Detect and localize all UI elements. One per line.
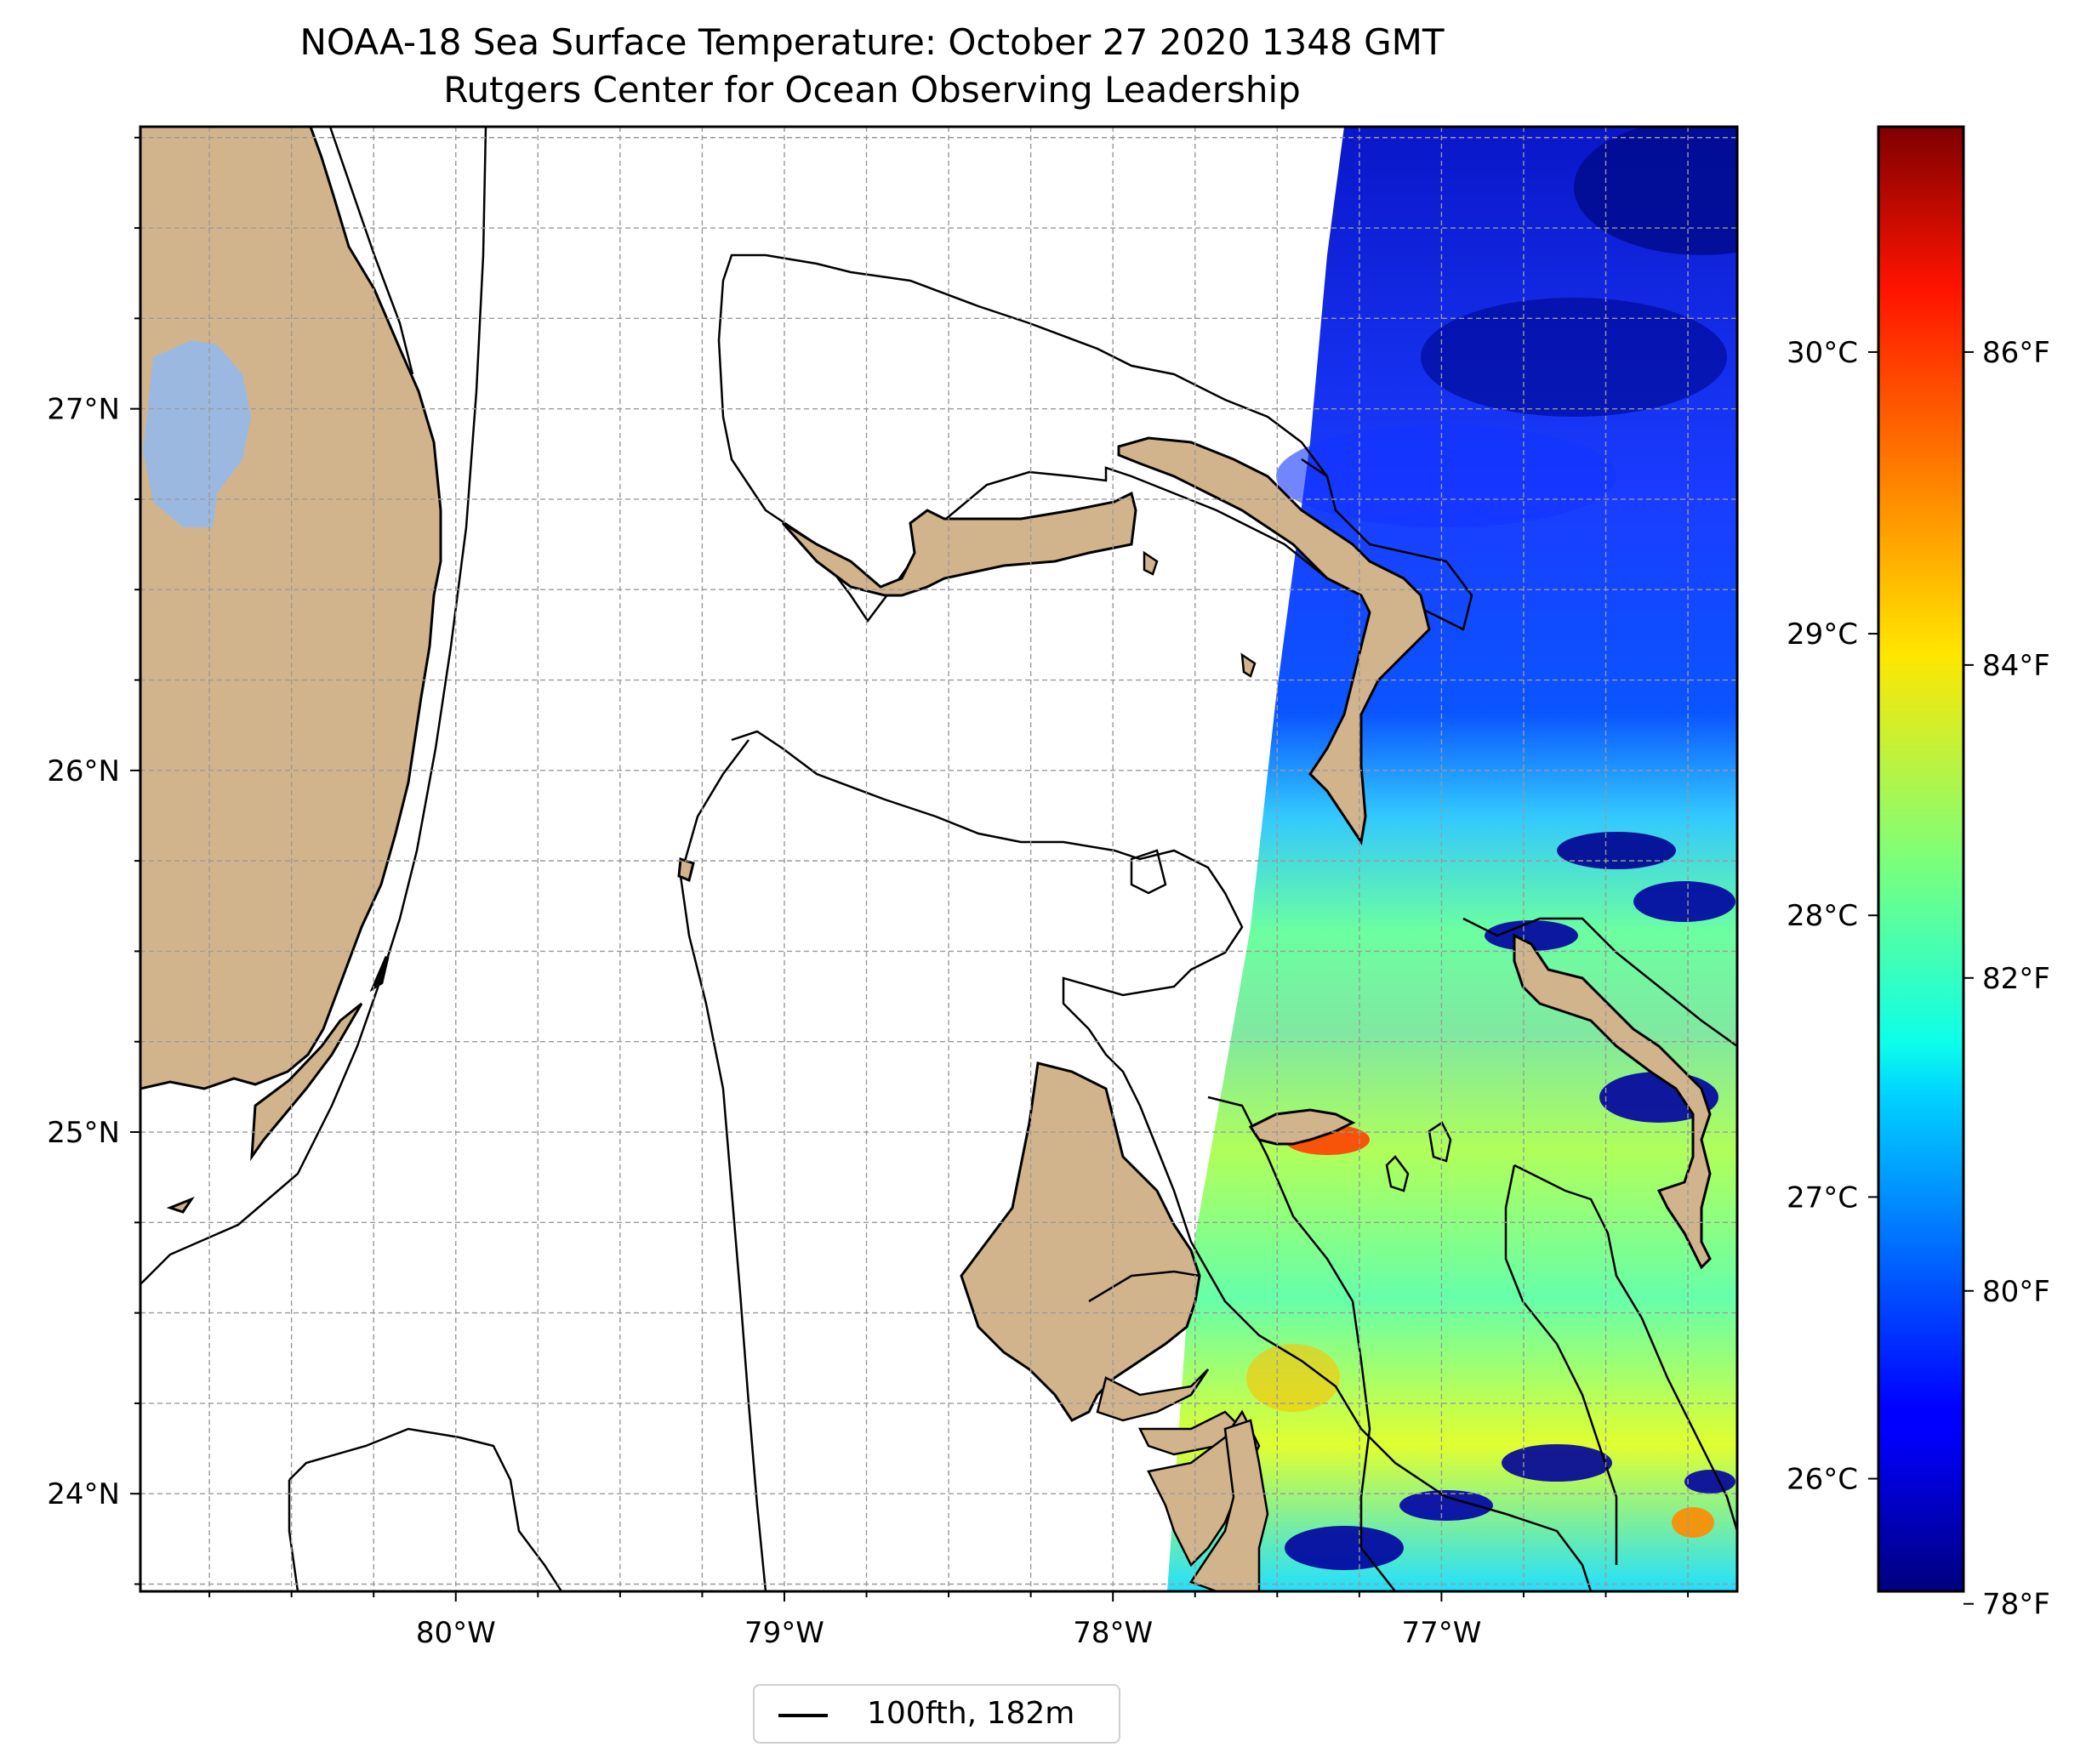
abaco — [1117, 436, 1431, 845]
fahrenheit-tick-label: 78°F — [1982, 1588, 2050, 1622]
celsius-tick-label: 30°C — [1787, 336, 1858, 370]
lat-tick-label: 27°N — [47, 393, 120, 427]
new-providence — [1248, 1108, 1356, 1146]
fahrenheit-tick-label: 80°F — [1982, 1275, 2050, 1309]
lat-tick-label: 26°N — [47, 754, 120, 788]
eleuthera — [1513, 933, 1712, 1270]
grand-bahama — [781, 491, 1137, 597]
legend-label: 100fth, 182m — [867, 1696, 1075, 1731]
fahrenheit-tick-label: 84°F — [1982, 649, 2050, 683]
celsius-tick-label: 26°C — [1787, 1463, 1858, 1497]
celsius-tick-label: 29°C — [1787, 617, 1858, 652]
map-title: NOAA-18 Sea Surface Temperature: October… — [299, 21, 1445, 63]
colorbar — [1877, 125, 1965, 1593]
map-axes: 80°W 79°W 78°W 77°W 24°N 25°N 26°N 27°N — [47, 136, 1690, 1650]
map-area — [140, 127, 1737, 1591]
fahrenheit-tick-label: 86°F — [1982, 336, 2050, 370]
gridlines — [140, 127, 1737, 1591]
legend-line-swatch — [778, 1714, 828, 1717]
lon-tick-label: 77°W — [1401, 1616, 1481, 1650]
lon-tick-label: 78°W — [1073, 1616, 1153, 1650]
lat-tick-label: 24°N — [47, 1477, 120, 1511]
lat-tick-label: 25°N — [47, 1116, 120, 1150]
lon-tick-label: 80°W — [416, 1616, 496, 1650]
florida-keys — [250, 1002, 363, 1162]
lon-tick-label: 79°W — [744, 1616, 824, 1650]
andros — [960, 1061, 1201, 1422]
celsius-tick-label: 28°C — [1787, 899, 1858, 933]
lake-okeechobee — [143, 340, 251, 527]
map-frame — [139, 125, 1739, 1593]
celsius-tick-label: 27°C — [1787, 1181, 1858, 1215]
map-subtitle: Rutgers Center for Ocean Observing Leade… — [443, 69, 1301, 111]
fahrenheit-tick-label: 82°F — [1982, 962, 2050, 996]
contour-legend: 100fth, 182m — [753, 1684, 1120, 1744]
sst-swath — [1167, 127, 1737, 1591]
colorbar-axes: 26°C 27°C 28°C 29°C 30°C 78°F 80°F 82°F 84°F 86°F — [1787, 336, 2050, 1622]
